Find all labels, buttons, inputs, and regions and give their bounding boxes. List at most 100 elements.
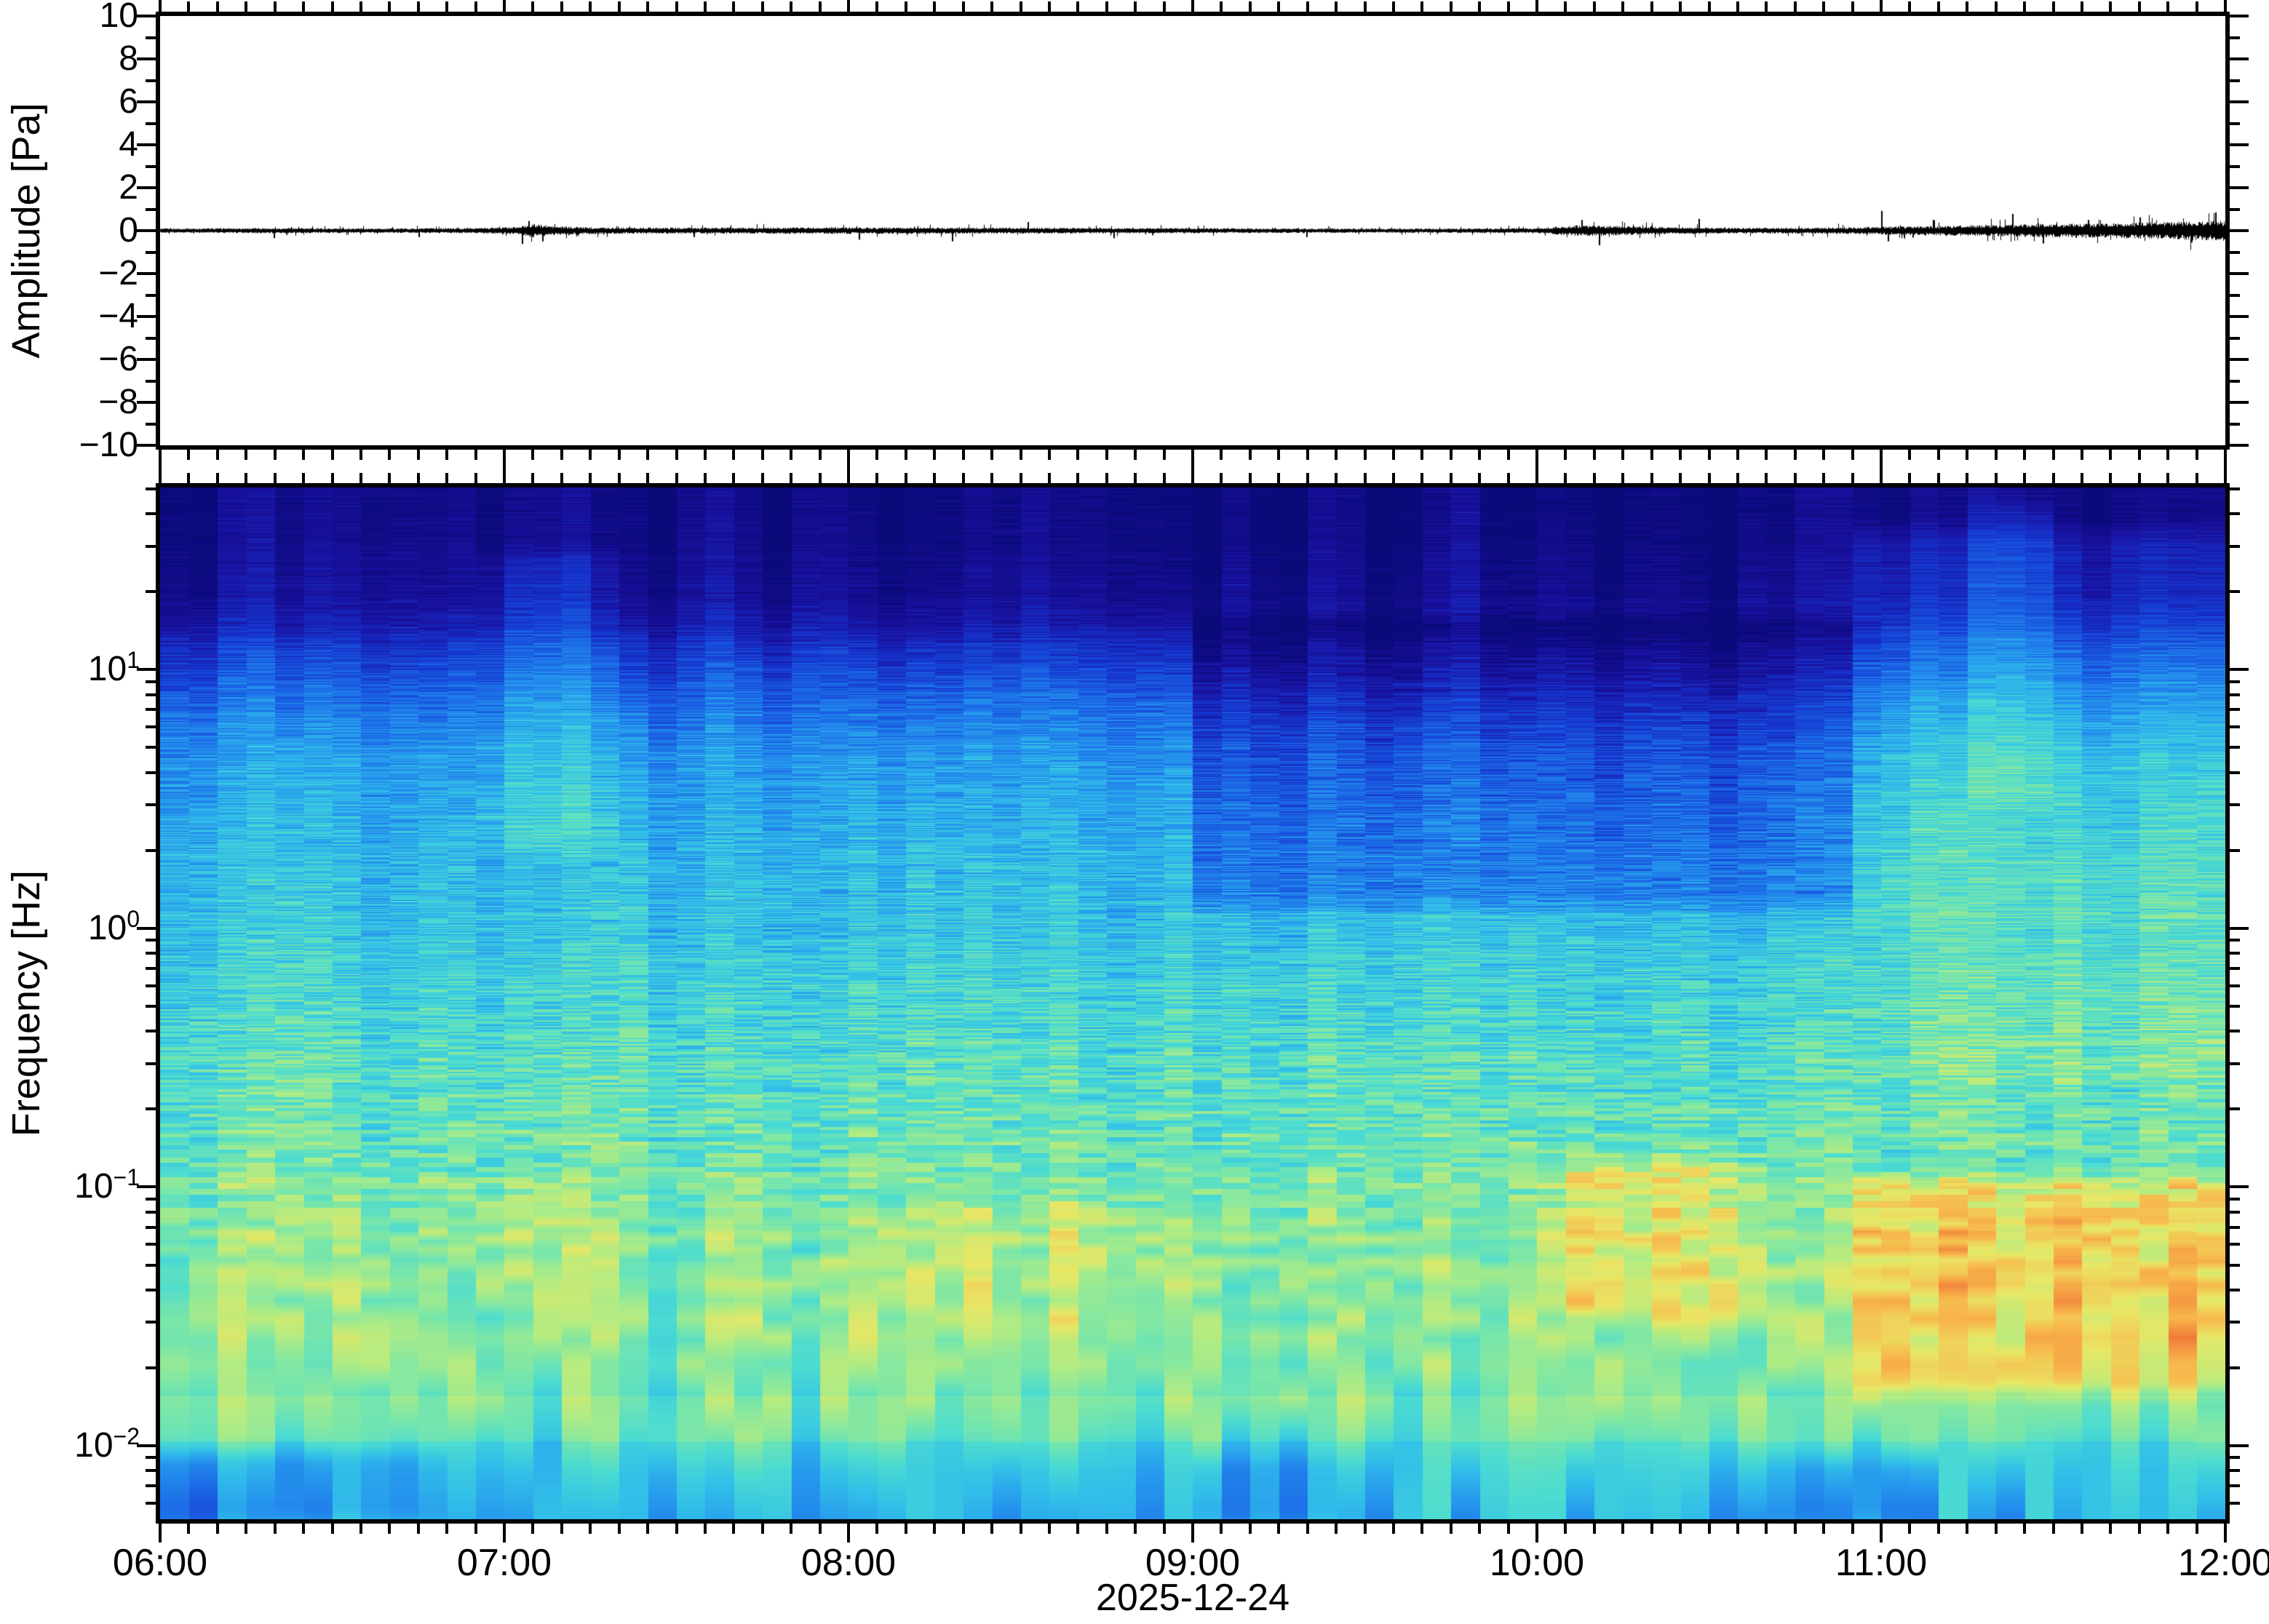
frequency-minor-tick [146,680,156,683]
x-minor-tick [905,1,907,12]
frequency-minor-tick [2230,487,2240,490]
x-minor-tick [704,450,707,460]
x-minor-tick [1076,473,1079,483]
x-minor-tick [1822,450,1825,460]
x-minor-tick [388,473,391,483]
x-minor-tick [905,473,907,483]
frequency-minor-tick [2230,680,2240,683]
x-major-tick [1880,464,1883,483]
x-minor-tick [1736,1,1739,12]
x-minor-tick [1306,473,1309,483]
amplitude-minor-tick [2230,208,2240,211]
x-minor-tick [531,1,534,12]
x-minor-tick [2109,1,2112,12]
x-minor-tick [417,473,420,483]
x-major-tick [1880,1524,1883,1543]
x-minor-tick [933,1524,936,1534]
x-minor-tick [905,1524,907,1534]
x-minor-tick [474,450,477,460]
x-minor-tick [445,1,448,12]
x-minor-tick [1335,1,1338,12]
x-minor-tick [618,1524,621,1534]
x-minor-tick [1908,473,1911,483]
frequency-minor-tick [146,1321,156,1324]
x-minor-tick [962,473,965,483]
x-minor-tick [1564,450,1567,460]
amplitude-minor-tick [146,380,156,383]
x-tick-label: 12:00 [2177,1542,2269,1584]
x-minor-tick [1736,1524,1739,1534]
x-minor-tick [875,450,878,460]
frequency-major-tick [2230,1444,2249,1447]
x-minor-tick [1020,1524,1022,1534]
x-minor-tick [531,473,534,483]
x-minor-tick [1249,450,1252,460]
x-minor-tick [1708,450,1711,460]
frequency-minor-tick [146,1264,156,1267]
x-minor-tick [560,1,563,12]
x-minor-tick [1105,473,1108,483]
frequency-minor-tick [2230,984,2240,987]
x-minor-tick [1478,450,1481,460]
frequency-minor-tick [146,1456,156,1459]
x-tick-label: 11:00 [1835,1542,1928,1584]
x-minor-tick [646,473,649,483]
amplitude-minor-tick [146,79,156,82]
x-minor-tick [1420,1524,1423,1534]
x-minor-tick [1966,450,1968,460]
x-minor-tick [1794,450,1797,460]
frequency-axis-title: Frequency [Hz] [4,869,48,1137]
amplitude-minor-tick [2230,36,2240,39]
x-minor-tick [445,450,448,460]
frequency-minor-tick [2230,1264,2240,1267]
frequency-minor-tick [2230,725,2240,728]
x-minor-tick [1822,1,1825,12]
x-minor-tick [2109,450,2112,460]
frequency-minor-tick [2230,803,2240,806]
x-minor-tick [1364,1524,1367,1534]
x-minor-tick [2138,473,2141,483]
amplitude-major-tick [2230,444,2249,447]
amplitude-major-tick [137,272,156,275]
frequency-minor-tick [2230,693,2240,696]
frequency-minor-tick [146,984,156,987]
x-minor-tick [1306,1524,1309,1534]
x-major-tick [1880,450,1883,469]
x-minor-tick [1995,1,1998,12]
x-major-tick [1191,464,1194,483]
x-minor-tick [2138,1,2141,12]
x-minor-tick [1966,1,1968,12]
frequency-minor-tick [2230,1226,2240,1229]
x-minor-tick [1420,450,1423,460]
x-major-tick [847,0,850,12]
x-minor-tick [790,1,792,12]
x-minor-tick [245,450,247,460]
x-minor-tick [1564,1,1567,12]
x-minor-tick [704,1,707,12]
x-minor-tick [1621,473,1624,483]
x-minor-tick [618,1,621,12]
x-major-tick [847,450,850,469]
x-tick-label: 09:00 [1145,1542,1241,1584]
frequency-minor-tick [146,952,156,955]
x-minor-tick [2109,473,2112,483]
frequency-minor-tick [146,590,156,593]
x-minor-tick [1564,1524,1567,1534]
x-minor-tick [1105,1524,1108,1534]
x-minor-tick [1708,1,1711,12]
amplitude-minor-tick [2230,122,2240,125]
amplitude-tick-label: 8 [119,39,138,78]
amplitude-tick-label: −10 [79,426,138,464]
x-minor-tick [302,450,305,460]
x-minor-tick [1966,473,1968,483]
frequency-minor-tick [2230,590,2240,593]
amplitude-minor-tick [2230,423,2240,426]
amplitude-major-tick [2230,229,2249,232]
x-minor-tick [1593,1524,1596,1534]
x-minor-tick [905,450,907,460]
x-minor-tick [2023,1,2026,12]
x-minor-tick [1020,473,1022,483]
x-minor-tick [1593,450,1596,460]
amplitude-minor-tick [2230,294,2240,297]
x-minor-tick [274,1524,277,1534]
